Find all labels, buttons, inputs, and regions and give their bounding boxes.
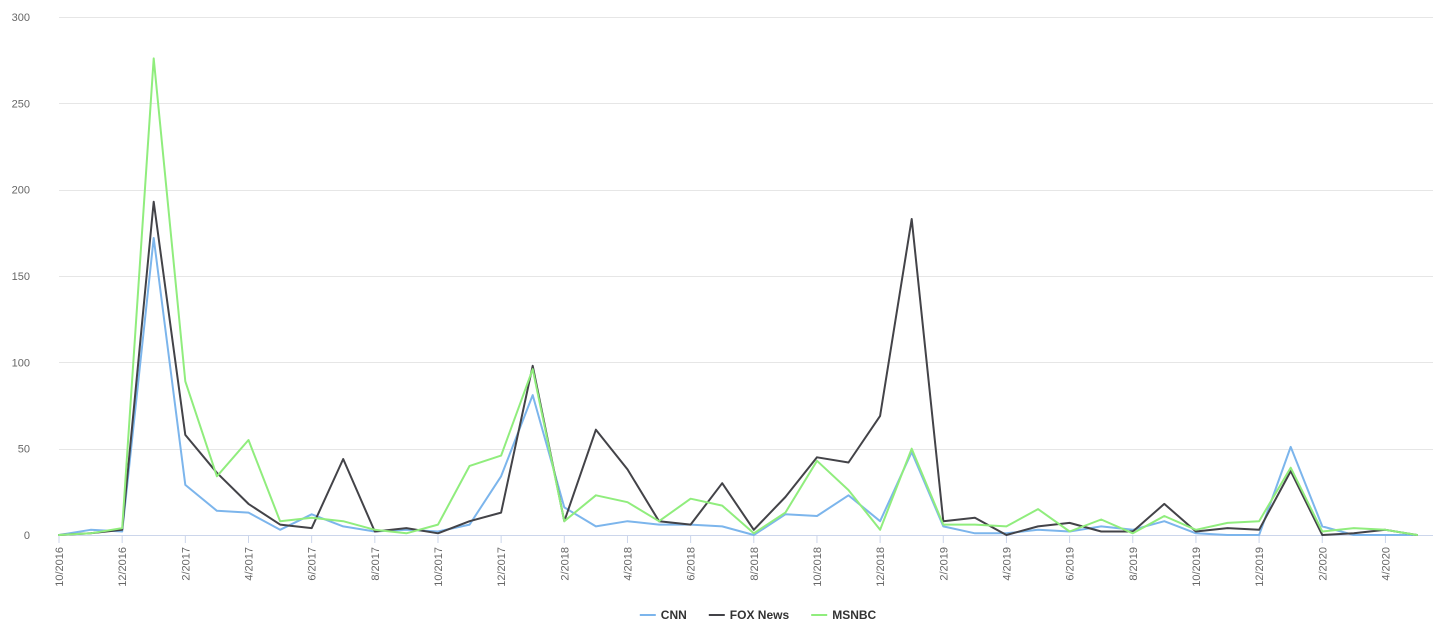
legend-item-cnn: CNN: [639, 608, 687, 622]
x-tick-label: 10/2016: [54, 547, 66, 587]
y-tick-label: 100: [12, 357, 30, 369]
x-tick-label: 2/2020: [1317, 547, 1329, 581]
x-tick-label: 8/2018: [749, 547, 761, 581]
x-tick-label: 4/2018: [622, 547, 634, 581]
y-tick-label: 250: [12, 98, 30, 110]
x-tick-label: 10/2018: [812, 547, 824, 587]
x-axis: [58, 535, 1433, 543]
legend-item-msnbc: MSNBC: [811, 608, 877, 622]
y-tick-label: 200: [12, 185, 30, 197]
x-tick-label: 12/2017: [496, 547, 508, 587]
x-tick-label: 4/2019: [1001, 547, 1013, 581]
x-tick-label: 10/2019: [1191, 547, 1203, 587]
x-tick-label: 2/2018: [559, 547, 571, 581]
x-tick-label: 8/2017: [370, 547, 382, 581]
y-tick-label: 50: [18, 444, 30, 456]
x-tick-label: 6/2017: [307, 547, 319, 581]
y-tick-label: 150: [12, 271, 30, 283]
x-tick-label: 12/2018: [875, 547, 887, 587]
y-tick-label: 0: [24, 530, 30, 542]
legend-label: MSNBC: [832, 608, 876, 622]
series-line-msnbc: [58, 57, 1418, 536]
series-lines: [58, 57, 1418, 536]
x-axis-labels: 10/2016 12/2016 2/2017 4/2017 6/2017 8/2017 10…: [54, 547, 1392, 587]
grid-lines: [59, 17, 1433, 450]
legend-item-fox-news: FOX News: [708, 608, 790, 622]
x-tick-label: 12/2019: [1254, 547, 1266, 587]
x-tick-label: 6/2019: [1065, 547, 1077, 581]
legend-label: FOX News: [730, 608, 790, 622]
x-tick-label: 4/2017: [243, 547, 255, 581]
series-line-cnn: [58, 237, 1418, 536]
y-axis-labels: 0 50 100 150 200 250 300: [12, 12, 30, 542]
legend: CNN FOX News MSNBC: [639, 608, 877, 622]
x-tick-label: 12/2016: [117, 547, 129, 587]
y-tick-label: 300: [12, 12, 30, 24]
x-tick-label: 10/2017: [433, 547, 445, 587]
x-tick-label: 4/2020: [1380, 547, 1392, 581]
x-tick-label: 8/2019: [1128, 547, 1140, 581]
x-tick-label: 2/2017: [180, 547, 192, 581]
legend-label: CNN: [661, 608, 687, 622]
x-tick-label: 2/2019: [938, 547, 950, 581]
series-line-fox-news: [58, 200, 1418, 536]
x-tick-label: 6/2018: [686, 547, 698, 581]
